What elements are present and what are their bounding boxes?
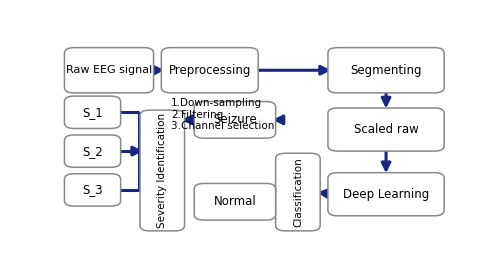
- FancyBboxPatch shape: [194, 102, 276, 138]
- FancyBboxPatch shape: [328, 173, 444, 216]
- FancyBboxPatch shape: [64, 135, 120, 167]
- Text: S_1: S_1: [82, 106, 103, 119]
- Text: Deep Learning: Deep Learning: [343, 188, 429, 201]
- FancyBboxPatch shape: [276, 153, 320, 231]
- FancyBboxPatch shape: [328, 48, 444, 93]
- Text: Raw EEG signal: Raw EEG signal: [66, 65, 152, 75]
- Text: Seizure: Seizure: [213, 113, 257, 126]
- Text: S_3: S_3: [82, 183, 103, 196]
- FancyBboxPatch shape: [162, 48, 258, 93]
- Text: Normal: Normal: [214, 195, 256, 208]
- Text: S_2: S_2: [82, 144, 103, 158]
- Text: 1.Down-sampling
2.Filtering
3.Channel selection: 1.Down-sampling 2.Filtering 3.Channel se…: [171, 98, 274, 132]
- FancyBboxPatch shape: [64, 96, 120, 129]
- FancyBboxPatch shape: [140, 110, 184, 231]
- FancyBboxPatch shape: [64, 48, 154, 93]
- FancyBboxPatch shape: [64, 174, 120, 206]
- Text: Classification: Classification: [293, 157, 303, 227]
- Text: Severity Identification: Severity Identification: [158, 113, 168, 228]
- Text: Scaled raw: Scaled raw: [354, 123, 418, 136]
- FancyBboxPatch shape: [194, 183, 276, 220]
- Text: Segmenting: Segmenting: [350, 64, 422, 77]
- Text: Preprocessing: Preprocessing: [168, 64, 251, 77]
- FancyBboxPatch shape: [328, 108, 444, 151]
